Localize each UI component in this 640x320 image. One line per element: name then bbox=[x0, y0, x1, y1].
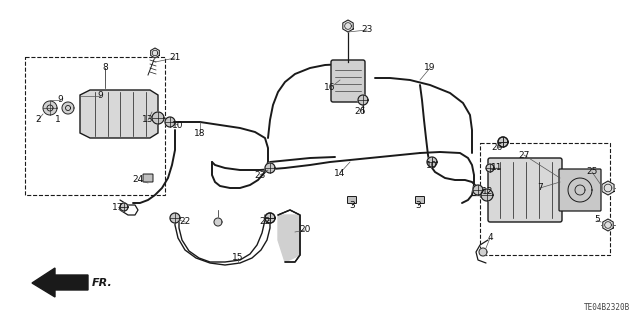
Polygon shape bbox=[120, 203, 128, 211]
Polygon shape bbox=[265, 213, 275, 223]
Polygon shape bbox=[498, 137, 508, 147]
Polygon shape bbox=[481, 189, 493, 201]
Polygon shape bbox=[358, 95, 368, 105]
FancyBboxPatch shape bbox=[488, 158, 562, 222]
Text: TE04B2320B: TE04B2320B bbox=[584, 303, 630, 312]
FancyBboxPatch shape bbox=[415, 196, 424, 204]
Polygon shape bbox=[214, 218, 222, 226]
Polygon shape bbox=[602, 181, 614, 195]
Polygon shape bbox=[603, 219, 613, 231]
Polygon shape bbox=[427, 157, 437, 167]
Text: 23: 23 bbox=[254, 171, 266, 180]
Polygon shape bbox=[278, 215, 300, 262]
Text: 13: 13 bbox=[142, 116, 154, 124]
Text: 1: 1 bbox=[55, 116, 61, 124]
Polygon shape bbox=[265, 163, 275, 173]
Polygon shape bbox=[47, 105, 53, 111]
Text: 5: 5 bbox=[594, 215, 600, 225]
Polygon shape bbox=[498, 137, 508, 147]
Text: 7: 7 bbox=[537, 183, 543, 193]
Text: 9: 9 bbox=[57, 95, 63, 105]
Text: 10: 10 bbox=[172, 121, 184, 130]
Text: 27: 27 bbox=[518, 150, 530, 159]
Polygon shape bbox=[473, 185, 483, 195]
FancyBboxPatch shape bbox=[559, 169, 601, 211]
Text: 22: 22 bbox=[259, 218, 271, 227]
Text: 23: 23 bbox=[362, 26, 372, 35]
Text: 24: 24 bbox=[132, 175, 143, 185]
Text: 3: 3 bbox=[349, 201, 355, 210]
Polygon shape bbox=[152, 112, 164, 124]
Text: 15: 15 bbox=[232, 253, 244, 262]
Text: 4: 4 bbox=[487, 234, 493, 243]
Polygon shape bbox=[479, 248, 487, 256]
Text: 19: 19 bbox=[424, 63, 436, 73]
Polygon shape bbox=[62, 102, 74, 114]
Polygon shape bbox=[265, 213, 275, 223]
FancyBboxPatch shape bbox=[348, 196, 356, 204]
Polygon shape bbox=[165, 117, 175, 127]
Polygon shape bbox=[486, 164, 494, 172]
Text: 18: 18 bbox=[195, 129, 205, 138]
Text: 17: 17 bbox=[112, 203, 124, 212]
Text: FR.: FR. bbox=[92, 278, 113, 288]
Polygon shape bbox=[43, 101, 57, 115]
FancyBboxPatch shape bbox=[143, 174, 153, 182]
Polygon shape bbox=[343, 20, 353, 32]
Text: 2: 2 bbox=[35, 116, 41, 124]
Polygon shape bbox=[80, 90, 158, 138]
Text: 12: 12 bbox=[483, 188, 493, 196]
FancyBboxPatch shape bbox=[331, 60, 365, 102]
Text: 3: 3 bbox=[415, 201, 421, 210]
Text: 14: 14 bbox=[334, 169, 346, 178]
Polygon shape bbox=[65, 106, 70, 110]
Text: 21: 21 bbox=[170, 53, 180, 62]
Text: 26: 26 bbox=[492, 143, 502, 153]
Polygon shape bbox=[150, 48, 159, 58]
Text: 16: 16 bbox=[324, 84, 336, 92]
Text: 11: 11 bbox=[492, 164, 503, 172]
Text: 25: 25 bbox=[586, 167, 598, 177]
Text: 26: 26 bbox=[355, 108, 365, 116]
Bar bbox=[480, 143, 610, 255]
Text: 8: 8 bbox=[102, 63, 108, 73]
Text: 20: 20 bbox=[300, 226, 310, 235]
Text: 9: 9 bbox=[97, 92, 103, 100]
Bar bbox=[25, 57, 165, 195]
Polygon shape bbox=[170, 213, 180, 223]
Polygon shape bbox=[32, 268, 88, 297]
Text: 22: 22 bbox=[179, 218, 191, 227]
Text: 10: 10 bbox=[426, 161, 438, 170]
